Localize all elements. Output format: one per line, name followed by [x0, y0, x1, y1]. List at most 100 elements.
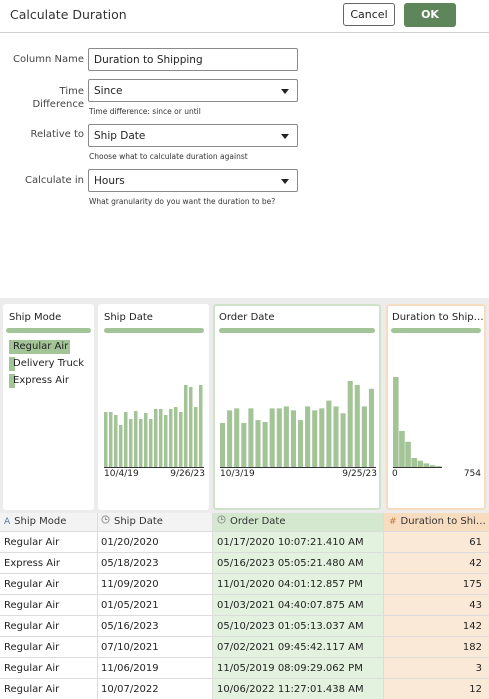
table-cell-ship-date[interactable]: 01/20/2020 [101, 537, 159, 548]
dialog-title: Calculate Duration [10, 7, 127, 22]
table-cell-order-date[interactable]: 10/06/2022 11:27:01.438 AM [217, 684, 364, 695]
ship-mode-card[interactable]: Ship Mode Regular Air Delivery Truck Expre… [3, 304, 94, 510]
table-cell-order-date[interactable]: 05/16/2023 05:05:21.480 AM [217, 558, 364, 569]
header-divider [0, 32, 489, 33]
relative-to-select[interactable]: Ship Date [88, 124, 298, 147]
ship-mode-item[interactable]: Regular Air [9, 340, 70, 354]
table-cell-ship-mode[interactable]: Regular Air [4, 684, 60, 695]
table-cell-order-date[interactable]: 01/03/2021 04:40:07.875 AM [217, 600, 364, 611]
table-cell-ship-mode[interactable]: Regular Air [4, 600, 60, 611]
duration-histogram-bar [399, 431, 405, 467]
ship-date-histogram-bar [159, 409, 163, 467]
ship-date-quality-bar [104, 328, 204, 333]
duration-quality-bar [391, 328, 481, 333]
order-date-tick-start: 10/3/19 [220, 469, 255, 479]
table-cell-ship-date[interactable]: 05/16/2023 [101, 621, 159, 632]
order-date-histogram-bar [312, 410, 318, 467]
table-cell-ship-date[interactable]: 05/18/2023 [101, 558, 159, 569]
ship-date-histogram-bar [189, 387, 193, 467]
ship-date-card[interactable]: Ship Date 10/4/19 9/26/23 [98, 304, 209, 510]
duration-card[interactable]: Duration to Ship… 0 754 [386, 304, 486, 510]
ship-date-histogram-bar [174, 407, 178, 467]
column-profile-panel: Ship Mode Regular Air Delivery Truck Expre… [0, 298, 489, 513]
table-row-divider [0, 594, 489, 595]
table-cell-ship-date[interactable]: 01/05/2021 [101, 600, 159, 611]
table-cell-duration[interactable]: 175 [462, 579, 482, 590]
chevron-down-icon [281, 89, 289, 94]
ship-mode-item-label: Regular Air [13, 341, 69, 352]
order-date-histogram-bar [241, 423, 247, 467]
ship-date-histogram-bar [154, 409, 158, 467]
calculate-in-help: What granularity do you want the duratio… [89, 197, 276, 206]
table-row-divider [0, 615, 489, 616]
duration-histogram-bar [423, 463, 430, 467]
order-date-histogram [220, 381, 376, 468]
ship-date-card-title: Ship Date [104, 312, 153, 323]
table-cell-order-date[interactable]: 07/02/2021 09:45:42.117 AM [217, 642, 364, 653]
table-cell-duration[interactable]: 3 [475, 663, 482, 674]
table-cell-ship-date[interactable]: 11/06/2019 [101, 663, 159, 674]
table-cell-order-date[interactable]: 11/05/2019 08:09:29.062 PM [217, 663, 363, 674]
ship-mode-item[interactable]: Delivery Truck [9, 357, 84, 371]
duration-header[interactable]: # Duration to Shi… [389, 513, 487, 531]
time-difference-select[interactable]: Since [88, 79, 298, 102]
clock-icon [217, 513, 226, 531]
ship-date-histogram-bar [169, 409, 173, 467]
order-date-histogram-bar [361, 406, 367, 467]
order-date-histogram-bar [333, 406, 339, 467]
order-date-header[interactable]: Order Date [217, 513, 381, 531]
table-cell-duration[interactable]: 12 [469, 684, 482, 695]
ship-date-histogram-bar [199, 385, 203, 467]
ship-date-header[interactable]: Ship Date [101, 513, 209, 531]
ok-button[interactable]: OK [404, 3, 456, 27]
ship-date-histogram-bar [114, 415, 118, 467]
ship-date-histogram-bar [104, 412, 108, 467]
table-cell-ship-date[interactable]: 11/09/2020 [101, 579, 159, 590]
table-cell-ship-mode[interactable]: Regular Air [4, 663, 60, 674]
table-cell-ship-date[interactable]: 07/10/2021 [101, 642, 159, 653]
table-cell-order-date[interactable]: 01/17/2020 10:07:21.410 AM [217, 537, 364, 548]
table-cell-ship-mode[interactable]: Regular Air [4, 642, 60, 653]
order-date-column-bg [212, 513, 383, 699]
table-cell-ship-date[interactable]: 10/07/2022 [101, 684, 159, 695]
table-cell-ship-mode[interactable]: Express Air [4, 558, 60, 569]
table-row-divider [0, 552, 489, 553]
table-cell-duration[interactable]: 61 [469, 537, 482, 548]
calculate-in-label: Calculate in [25, 175, 84, 186]
calculate-in-select[interactable]: Hours [88, 169, 298, 192]
ship-date-histogram-bar [129, 419, 133, 467]
order-date-card[interactable]: Order Date 10/3/19 9/25/23 [213, 304, 381, 510]
column-divider [383, 513, 384, 699]
order-date-header-bg [212, 513, 383, 531]
ship-mode-header[interactable]: A Ship Mode [4, 513, 96, 531]
duration-histogram-bar [393, 377, 399, 467]
duration-header-bg [384, 513, 489, 531]
order-date-tick-end: 9/25/23 [342, 469, 377, 479]
table-cell-order-date[interactable]: 05/10/2023 01:05:13.037 AM [217, 621, 364, 632]
table-cell-order-date[interactable]: 11/01/2020 04:01:12.857 PM [217, 579, 363, 590]
duration-card-title: Duration to Ship… [392, 312, 484, 323]
ship-mode-item-bar [9, 357, 15, 371]
table-cell-duration[interactable]: 42 [469, 558, 482, 569]
table-cell-ship-mode[interactable]: Regular Air [4, 537, 60, 548]
ship-mode-item[interactable]: Express Air [9, 374, 69, 388]
table-cell-duration[interactable]: 182 [462, 642, 482, 653]
relative-to-label: Relative to [30, 129, 84, 140]
time-difference-label-line2: Difference [32, 99, 84, 110]
ship-date-histogram-bar [184, 385, 188, 467]
column-name-input[interactable]: Duration to Shipping [88, 48, 298, 71]
ship-date-tick-end: 9/26/23 [170, 469, 205, 479]
order-date-histogram-bar [269, 408, 275, 467]
ship-date-histogram [104, 385, 204, 468]
order-date-histogram-bar [276, 408, 282, 467]
ship-mode-item-label: Delivery Truck [13, 358, 85, 369]
table-cell-ship-mode[interactable]: Regular Air [4, 621, 60, 632]
cancel-button[interactable]: Cancel [343, 3, 395, 26]
order-date-histogram-bar [340, 413, 346, 467]
table-cell-duration[interactable]: 142 [462, 621, 482, 632]
order-date-histogram-bar [298, 420, 304, 467]
table-cell-ship-mode[interactable]: Regular Air [4, 579, 60, 590]
order-date-histogram-bar [283, 406, 289, 467]
duration-column-bg [384, 513, 489, 699]
table-cell-duration[interactable]: 43 [469, 600, 482, 611]
